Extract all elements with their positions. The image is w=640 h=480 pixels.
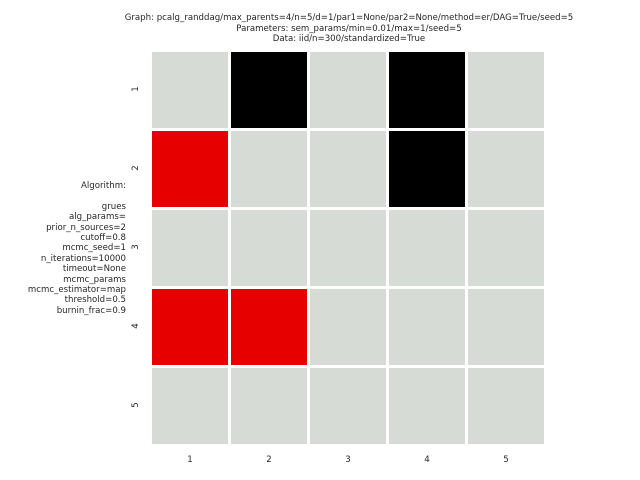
algorithm-line: mcmc_seed=1 xyxy=(62,243,126,254)
heatmap-grid xyxy=(152,52,546,446)
heatmap-cell-2-4 xyxy=(389,131,465,207)
algorithm-line: mcmc_estimator=map xyxy=(27,285,126,296)
algorithm-line: timeout=None xyxy=(62,264,126,275)
algorithm-line: mcmc_params xyxy=(63,274,126,285)
algorithm-annotation: Algorithm: grues alg_params= prior_n_sou… xyxy=(28,181,126,316)
heatmap-cell-2-5 xyxy=(468,131,544,207)
y-tick-label: 4 xyxy=(131,323,141,329)
heatmap-cell-5-1 xyxy=(152,368,228,444)
heatmap-cell-1-4 xyxy=(389,52,465,128)
heatmap-cell-1-5 xyxy=(468,52,544,128)
heatmap-cell-4-3 xyxy=(310,289,386,365)
heatmap-cell-4-2 xyxy=(231,289,307,365)
algorithm-line: grues xyxy=(101,201,126,212)
heatmap-cell-1-3 xyxy=(310,52,386,128)
x-tick-label: 5 xyxy=(503,455,509,465)
heatmap-cell-5-2 xyxy=(231,368,307,444)
algorithm-heading: Algorithm: xyxy=(81,181,126,191)
heatmap-cell-1-2 xyxy=(231,52,307,128)
heatmap-cell-3-4 xyxy=(389,210,465,286)
heatmap-cell-3-1 xyxy=(152,210,228,286)
algorithm-line: prior_n_sources=2 xyxy=(46,222,126,233)
algorithm-line: burnin_frac=0.9 xyxy=(56,305,126,316)
title-line-graph: Graph: pcalg_randdag/max_parents=4/n=5/d… xyxy=(124,13,574,23)
algorithm-line: threshold=0.5 xyxy=(64,295,126,306)
y-tick-label: 3 xyxy=(131,244,141,250)
heatmap-cell-3-5 xyxy=(468,210,544,286)
heatmap-cell-2-3 xyxy=(310,131,386,207)
y-tick-label: 1 xyxy=(131,86,141,92)
heatmap-cell-3-2 xyxy=(231,210,307,286)
heatmap-cell-5-5 xyxy=(468,368,544,444)
x-tick-label: 1 xyxy=(187,455,193,465)
heatmap-cell-4-4 xyxy=(389,289,465,365)
x-tick-label: 3 xyxy=(345,455,351,465)
algorithm-line: alg_params= xyxy=(69,212,126,223)
heatmap-cell-2-1 xyxy=(152,131,228,207)
heatmap-cell-4-5 xyxy=(468,289,544,365)
algorithm-line: cutoff=0.8 xyxy=(80,233,126,244)
y-tick-label: 2 xyxy=(131,165,141,171)
title-line-data: Data: iid/n=300/standardized=True xyxy=(272,34,426,45)
algorithm-spacer xyxy=(28,191,126,201)
algorithm-line: n_iterations=10000 xyxy=(40,253,126,264)
heatmap-cell-5-4 xyxy=(389,368,465,444)
y-tick-label: 5 xyxy=(131,402,141,408)
x-tick-label: 2 xyxy=(266,455,272,465)
heatmap-cell-4-1 xyxy=(152,289,228,365)
heatmap-cell-1-1 xyxy=(152,52,228,128)
x-tick-label: 4 xyxy=(424,455,430,465)
heatmap-cell-3-3 xyxy=(310,210,386,286)
heatmap-cell-5-3 xyxy=(310,368,386,444)
heatmap-cell-2-2 xyxy=(231,131,307,207)
title-line-parameters: Parameters: sem_params/min=0.01/max=1/se… xyxy=(236,23,462,34)
chart-title: Graph: pcalg_randdag/max_parents=4/n=5/d… xyxy=(0,13,640,45)
